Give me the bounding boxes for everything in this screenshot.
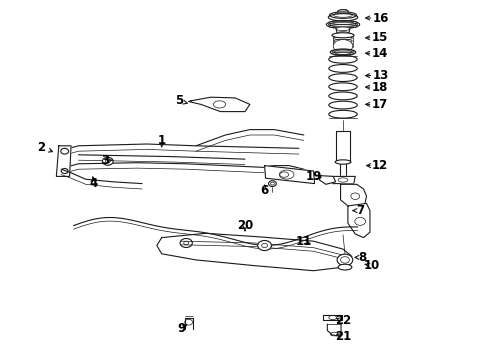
Polygon shape <box>56 146 71 176</box>
Text: 12: 12 <box>371 159 388 172</box>
Ellipse shape <box>329 12 356 18</box>
Polygon shape <box>341 184 367 209</box>
Text: 20: 20 <box>237 219 253 232</box>
Ellipse shape <box>337 254 353 266</box>
Polygon shape <box>189 97 250 112</box>
Polygon shape <box>265 166 315 184</box>
Text: 13: 13 <box>373 69 390 82</box>
Ellipse shape <box>326 21 360 28</box>
Ellipse shape <box>333 40 353 53</box>
Text: 14: 14 <box>371 47 388 60</box>
Text: 19: 19 <box>305 170 322 183</box>
Text: 15: 15 <box>371 31 388 44</box>
Text: 10: 10 <box>363 259 380 272</box>
Ellipse shape <box>338 264 352 270</box>
Ellipse shape <box>332 33 354 38</box>
Text: 6: 6 <box>261 184 269 197</box>
Polygon shape <box>331 176 355 184</box>
Polygon shape <box>336 29 350 33</box>
Text: 3: 3 <box>101 154 109 167</box>
Ellipse shape <box>269 181 276 186</box>
Ellipse shape <box>334 13 352 17</box>
Ellipse shape <box>258 240 271 251</box>
Ellipse shape <box>102 157 113 165</box>
Text: 16: 16 <box>373 12 390 24</box>
Polygon shape <box>336 131 350 162</box>
Ellipse shape <box>330 49 356 55</box>
Text: 9: 9 <box>177 322 185 335</box>
Text: 11: 11 <box>295 235 312 248</box>
Text: 8: 8 <box>359 251 367 264</box>
Ellipse shape <box>338 10 348 13</box>
Polygon shape <box>323 315 342 320</box>
Text: 2: 2 <box>38 141 46 154</box>
Polygon shape <box>319 176 336 184</box>
Text: 18: 18 <box>371 81 388 94</box>
Text: 22: 22 <box>335 314 351 327</box>
Text: 21: 21 <box>335 330 351 343</box>
Text: 7: 7 <box>356 204 364 217</box>
Ellipse shape <box>337 32 349 35</box>
Text: 4: 4 <box>89 177 97 190</box>
Polygon shape <box>157 233 352 271</box>
Ellipse shape <box>335 160 351 164</box>
Ellipse shape <box>336 27 350 31</box>
Text: 5: 5 <box>175 94 183 107</box>
Text: 1: 1 <box>158 134 166 147</box>
Text: 17: 17 <box>371 98 388 111</box>
Polygon shape <box>348 203 370 238</box>
